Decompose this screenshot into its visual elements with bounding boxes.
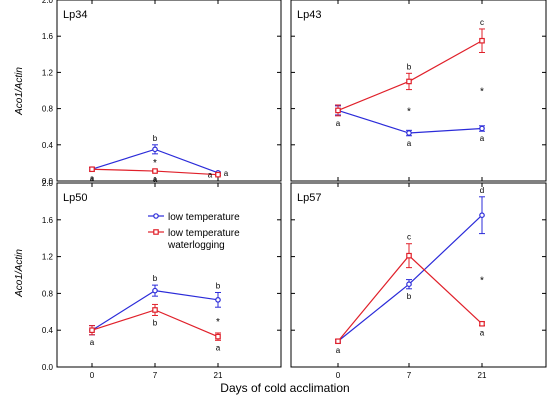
y-tick-label: 1.2 bbox=[42, 253, 54, 262]
panel-label: Lp43 bbox=[297, 9, 321, 21]
y-tick-label: 0.0 bbox=[42, 177, 54, 186]
significance-letter: a bbox=[480, 134, 485, 143]
data-point bbox=[406, 252, 412, 259]
y-axis-label-top: Aco1/Actin bbox=[14, 67, 25, 116]
data-point bbox=[89, 327, 95, 334]
y-tick-label: 0.4 bbox=[42, 141, 54, 150]
significance-letter: a bbox=[208, 171, 213, 180]
panel-label: Lp57 bbox=[297, 192, 321, 204]
significance-letter: b bbox=[407, 62, 412, 71]
data-point bbox=[479, 320, 485, 327]
significance-letter: a bbox=[90, 338, 95, 347]
x-axis-label: Days of cold acclimation bbox=[220, 381, 349, 395]
significance-letter: c bbox=[480, 18, 484, 27]
data-point bbox=[215, 333, 221, 340]
legend-entry: low temperature bbox=[148, 212, 240, 223]
panel-lp34: Lp34 0.0 0.4 0.8 1.2 1.6 2.0 a b a a a * bbox=[42, 0, 282, 186]
significance-letter: b bbox=[407, 292, 412, 301]
series-line bbox=[337, 40, 483, 111]
panel-frame bbox=[56, 182, 282, 368]
y-tick-label: 0.8 bbox=[42, 289, 54, 298]
significance-letter: c bbox=[407, 233, 411, 242]
significance-letter: a bbox=[480, 329, 485, 338]
data-point bbox=[406, 130, 412, 136]
y-axis-label-bottom: Aco1/Actin bbox=[14, 249, 25, 298]
series-waterlogging bbox=[89, 303, 221, 341]
series-low-temperature bbox=[335, 196, 485, 345]
significance-letter: a bbox=[336, 119, 341, 128]
legend-marker bbox=[153, 229, 159, 235]
x-tick-label: 0 bbox=[336, 371, 341, 380]
significance-star: * bbox=[407, 106, 411, 117]
panel-frame bbox=[56, 0, 282, 182]
significance-letter: b bbox=[153, 318, 158, 327]
y-tick-label: 1.6 bbox=[42, 32, 54, 41]
y-tick-label: 0.8 bbox=[42, 105, 54, 114]
data-point bbox=[479, 125, 485, 132]
data-point bbox=[406, 281, 412, 288]
panel-lp57: Lp57 0 7 21 a b c d a * bbox=[290, 182, 547, 380]
y-tick-label: 0.4 bbox=[42, 326, 54, 335]
data-point bbox=[152, 287, 158, 294]
data-point bbox=[479, 212, 485, 219]
x-tick-label: 7 bbox=[153, 371, 158, 380]
panel-lp50: Lp50 0.0 0.4 0.8 1.2 1.6 2.0 0 7 21 a b b b a * bbox=[42, 179, 282, 380]
y-tick-label: 1.2 bbox=[42, 68, 54, 77]
data-point bbox=[335, 338, 341, 345]
significance-letter: a bbox=[153, 175, 158, 184]
significance-star: * bbox=[153, 158, 157, 169]
significance-letter: b bbox=[153, 134, 158, 143]
x-tick-label: 7 bbox=[407, 371, 412, 380]
data-point bbox=[152, 146, 158, 153]
significance-star: * bbox=[216, 317, 220, 328]
data-point bbox=[335, 107, 341, 114]
legend-label: low temperature bbox=[168, 212, 240, 223]
significance-star: * bbox=[480, 87, 484, 98]
data-point bbox=[215, 297, 221, 303]
legend-marker bbox=[153, 213, 159, 219]
data-point bbox=[479, 37, 485, 44]
legend-label: waterlogging bbox=[167, 240, 225, 251]
significance-letter: a bbox=[90, 174, 95, 183]
panel-label: Lp34 bbox=[63, 9, 87, 21]
panel-frame bbox=[290, 0, 547, 182]
significance-letter: b bbox=[216, 281, 221, 290]
significance-letter: a bbox=[336, 346, 341, 355]
data-point bbox=[215, 171, 221, 178]
series-waterlogging bbox=[335, 28, 485, 117]
x-tick-label: 21 bbox=[214, 371, 223, 380]
data-point bbox=[152, 168, 158, 174]
x-tick-label: 0 bbox=[90, 371, 95, 380]
data-point bbox=[89, 166, 95, 173]
y-tick-label: 1.6 bbox=[42, 216, 54, 225]
significance-letter: a bbox=[216, 343, 221, 352]
series-waterlogging bbox=[335, 243, 485, 345]
panel-lp43: Lp43 a a b a c * * bbox=[290, 0, 547, 182]
significance-letter: b bbox=[153, 274, 158, 283]
data-point bbox=[406, 78, 412, 85]
y-tick-label: 2.0 bbox=[42, 0, 54, 5]
significance-letter: d bbox=[480, 186, 484, 195]
panel-frame bbox=[290, 182, 547, 368]
series-waterlogging bbox=[89, 166, 221, 178]
panel-label: Lp50 bbox=[63, 192, 87, 204]
significance-letter: a bbox=[407, 139, 412, 148]
data-point bbox=[152, 307, 158, 313]
significance-letter: a bbox=[224, 169, 229, 178]
legend-label: low temperature bbox=[168, 228, 240, 239]
x-tick-label: 21 bbox=[478, 371, 487, 380]
significance-star: * bbox=[480, 276, 484, 287]
y-tick-label: 0.0 bbox=[42, 363, 54, 372]
y-tick-label: 2.0 bbox=[42, 179, 54, 188]
